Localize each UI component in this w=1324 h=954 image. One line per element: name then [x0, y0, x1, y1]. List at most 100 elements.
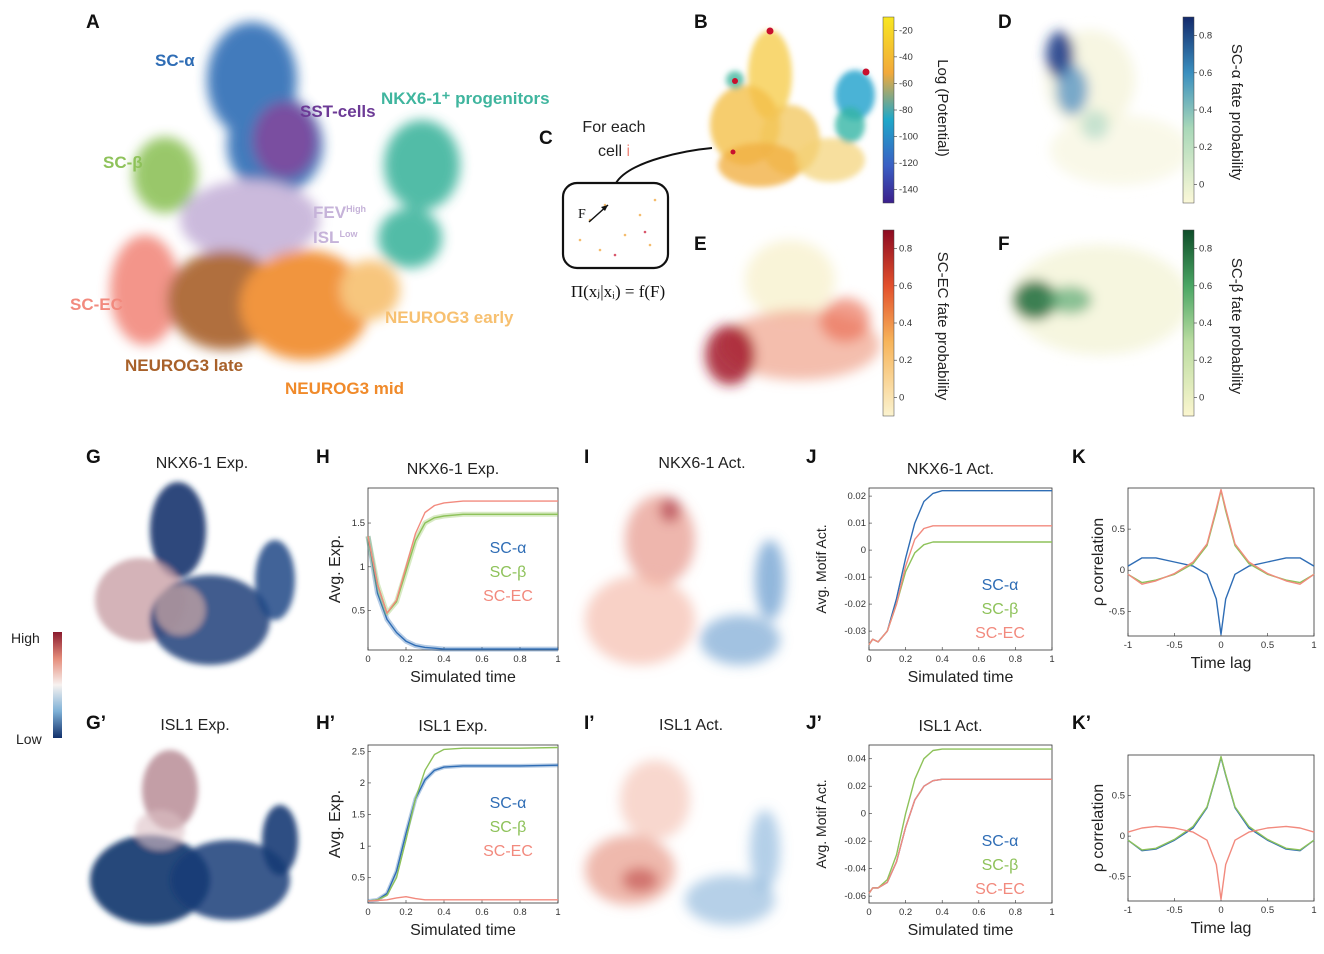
panel-label-i-prime: I’ — [584, 713, 595, 734]
y-tick-label: 0.5 — [1112, 791, 1125, 802]
panel-d-alpha-fate: 0.8 0.6 0.4 0.2 0 SC-α fate probability — [1045, 16, 1245, 204]
series-line-SC-α — [367, 536, 558, 650]
x-tick-label: 1 — [1311, 905, 1316, 916]
beta-colorbar-ticks: 0.8 0.6 0.4 0.2 0 — [1194, 244, 1212, 403]
y-tick-label: 0.02 — [848, 491, 867, 502]
x-tick-label: 0.5 — [1261, 640, 1274, 651]
colorbar-tick: -100 — [899, 132, 918, 143]
panel-i-nkx-act: NKX6-1 Act. — [585, 455, 785, 665]
chart-title: NKX6-1 Exp. — [407, 461, 499, 478]
chart-J: NKX6-1 Act. 0 0.2 0.4 0.6 0.8 1 0.02 0.01 0 -0.01 -… — [813, 461, 1055, 686]
y-tick-label: 2.5 — [352, 746, 365, 757]
alpha-colorbar-ticks: 0.8 0.6 0.4 0.2 0 — [1194, 31, 1212, 190]
panel-i-prime-map — [585, 760, 780, 925]
force-vector-label: F — [578, 207, 586, 222]
x-axis-label: Simulated time — [410, 669, 516, 686]
potential-colorbar — [882, 16, 895, 204]
x-tick-label: 0 — [1218, 905, 1223, 916]
x-tick-label: -1 — [1124, 640, 1132, 651]
y-tick-label: -0.04 — [844, 864, 866, 875]
series-line-SC-α — [367, 764, 559, 902]
label-sc-alpha: SC-α — [155, 51, 195, 70]
panel-label-f: F — [998, 234, 1010, 255]
panel-b-potential: -20 -40 -60 -80 -100 -120 -140 Log (Potential) — [710, 16, 951, 204]
expression-colorbar: High Low — [11, 630, 62, 747]
x-tick-label: -0.5 — [1166, 640, 1182, 651]
expression-high-label: High — [11, 630, 40, 646]
chart-K: -1 -0.5 0 0.5 1 0.5 0 -0.5 Time lag ρ correlation — [1090, 487, 1317, 672]
y-tick-label: -0.02 — [844, 599, 866, 610]
y-tick-label: 0.5 — [1112, 524, 1125, 535]
label-sc-beta: SC-β — [103, 153, 143, 172]
cluster-neurog3-early — [340, 260, 400, 320]
x-tick-label: 1 — [1049, 654, 1054, 665]
series-line-SC-β — [1127, 755, 1315, 851]
colorbar-tick: 0.4 — [899, 318, 912, 329]
x-tick-label: 0.8 — [1009, 907, 1022, 918]
line-charts: NKX6-1 Exp. 0 0.2 0.4 0.6 0.8 1 0.5 1 1.5 Simulate… — [327, 461, 1317, 939]
y-tick-label: 0.5 — [352, 873, 365, 884]
legend-entry: SC-β — [490, 819, 527, 836]
series-line-SC-β — [367, 746, 559, 902]
x-tick-label: 0.2 — [899, 654, 912, 665]
y-tick-label: 0.02 — [848, 781, 867, 792]
panel-label-j: J — [806, 447, 817, 468]
colorbar-tick: 0.6 — [899, 281, 912, 292]
colorbar-tick: 0.6 — [1199, 281, 1212, 292]
panel-label-e: E — [694, 234, 707, 255]
y-tick-label: -0.03 — [844, 626, 866, 637]
y-tick-label: 0.04 — [848, 754, 867, 765]
colorbar-tick: 0 — [1199, 392, 1204, 403]
x-tick-label: 0.2 — [899, 907, 912, 918]
x-tick-label: 0 — [365, 654, 370, 665]
panel-d-map — [1045, 30, 1190, 185]
series-line-SC-β — [1127, 489, 1315, 584]
x-tick-label: -1 — [1124, 905, 1132, 916]
x-tick-label: 1 — [555, 654, 560, 665]
panel-label-i: I — [584, 447, 589, 468]
colorbar-tick: 0.2 — [1199, 355, 1212, 366]
legend-entry: SC-α — [982, 833, 1019, 850]
y-tick-label: -0.02 — [844, 836, 866, 847]
panel-f-map — [1010, 245, 1190, 355]
x-tick-label: 0.6 — [972, 907, 985, 918]
legend-entry: SC-α — [490, 795, 527, 812]
panel-g-prime-map — [90, 750, 298, 925]
x-tick-label: 0.8 — [1009, 654, 1022, 665]
colorbar-tick: -60 — [899, 78, 913, 89]
ec-colorbar-ticks: 0.8 0.6 0.4 0.2 0 — [894, 244, 912, 403]
label-nkx: NKX6-1⁺ progenitors — [381, 89, 550, 108]
alpha-colorbar-label: SC-α fate probability — [1228, 44, 1245, 181]
x-tick-label: 0.2 — [399, 654, 412, 665]
chart-J’: ISL1 Act. 0 0.2 0.4 0.6 0.8 1 0.04 0.02 0 -0.02 -0.… — [813, 718, 1055, 939]
series-line-SC-α — [868, 778, 1052, 894]
x-tick-label: 0 — [866, 907, 871, 918]
x-axis-label: Simulated time — [908, 669, 1014, 686]
expression-colorbar-bar — [53, 632, 62, 738]
series-line-SC-α — [1127, 557, 1315, 636]
x-tick-label: 0 — [1218, 640, 1223, 651]
panel-c-text-line2: cell i — [598, 143, 630, 160]
label-neurog3-late: NEUROG3 late — [125, 356, 243, 375]
colorbar-tick: 0 — [1199, 179, 1204, 190]
label-neurog3-early: NEUROG3 early — [385, 308, 514, 327]
series-line-SC-β — [868, 748, 1052, 894]
y-axis-label: ρ correlation — [1090, 518, 1107, 606]
expression-low-label: Low — [16, 731, 43, 747]
panel-i-map — [585, 495, 785, 665]
panel-label-h-prime: H’ — [316, 713, 335, 734]
panel-e-ec-fate: 0.8 0.6 0.4 0.2 0 SC-EC fate probability — [705, 229, 951, 417]
legend-entry: SC-β — [982, 601, 1019, 618]
ec-colorbar — [882, 229, 895, 417]
panel-label-j-prime: J’ — [806, 713, 822, 734]
y-tick-label: 0 — [861, 545, 866, 556]
y-tick-label: -0.06 — [844, 891, 866, 902]
panel-f-beta-fate: 0.8 0.6 0.4 0.2 0 SC-β fate probability — [1010, 229, 1245, 417]
legend-entry: SC-α — [490, 540, 527, 557]
panel-i-title: NKX6-1 Act. — [658, 455, 745, 472]
label-fev: FEVHigh — [313, 203, 366, 222]
panel-e-map — [705, 240, 880, 385]
colorbar-tick: 0.4 — [1199, 318, 1212, 329]
y-tick-label: 0 — [1120, 565, 1125, 576]
chart-title: NKX6-1 Act. — [907, 461, 994, 478]
